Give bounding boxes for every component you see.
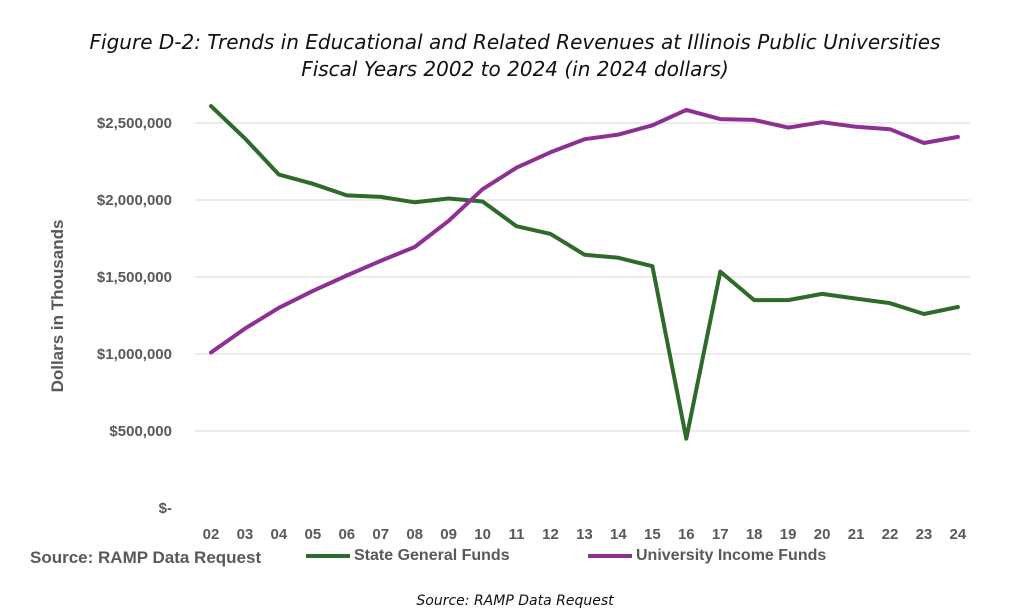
series-line-state-general-funds [209, 104, 960, 441]
y-tick-label: $2,000,000 [97, 192, 172, 209]
x-tick-label: 24 [950, 526, 967, 543]
x-tick-label: 04 [271, 526, 288, 543]
x-tick-label: 03 [237, 526, 254, 543]
x-tick-label: 08 [406, 526, 423, 543]
legend-source-note: Source: RAMP Data Request [30, 548, 262, 567]
x-tick-label: 02 [203, 526, 220, 543]
footer-source: Source: RAMP Data Request [416, 593, 614, 609]
y-tick-label: $500,000 [109, 423, 172, 440]
x-tick-label: 11 [509, 526, 525, 543]
x-tick-label: 06 [338, 526, 355, 543]
y-axis-label: Dollars in Thousands [48, 220, 67, 393]
legend-item-university-income-funds: University Income Funds [588, 547, 826, 565]
x-tick-label: 12 [542, 526, 559, 543]
legend-label: University Income Funds [636, 547, 827, 564]
y-tick-label: $- [159, 500, 172, 517]
chart-title: Figure D-2: Trends in Educational and Re… [89, 30, 941, 54]
legend-swatch-university [588, 553, 632, 558]
y-tick-label: $1,000,000 [97, 346, 172, 363]
series-line-university-income-funds [209, 107, 960, 355]
x-tick-label: 19 [780, 526, 797, 543]
legend-label: State General Funds [354, 547, 510, 564]
x-tick-label: 13 [576, 526, 593, 543]
x-tick-label: 07 [372, 526, 389, 543]
legend-item-state-general-funds: State General Funds [306, 547, 510, 565]
x-tick-label: 18 [746, 526, 763, 543]
x-tick-label: 10 [474, 526, 491, 543]
x-tick-label: 21 [848, 526, 865, 543]
x-tick-label: 14 [610, 526, 627, 543]
x-tick-label: 05 [305, 526, 322, 543]
x-tick-label: 09 [440, 526, 457, 543]
x-tick-label: 17 [712, 526, 729, 543]
x-tick-label: 20 [814, 526, 831, 543]
x-tick-label: 22 [882, 526, 899, 543]
y-tick-label: $1,500,000 [97, 269, 172, 286]
x-tick-label: 16 [678, 526, 695, 543]
legend-swatch-state [306, 553, 350, 558]
chart-subtitle: Fiscal Years 2002 to 2024 (in 2024 dolla… [301, 57, 729, 81]
y-tick-label: $2,500,000 [97, 115, 172, 132]
x-tick-label: 23 [916, 526, 933, 543]
x-tick-label: 15 [644, 526, 661, 543]
